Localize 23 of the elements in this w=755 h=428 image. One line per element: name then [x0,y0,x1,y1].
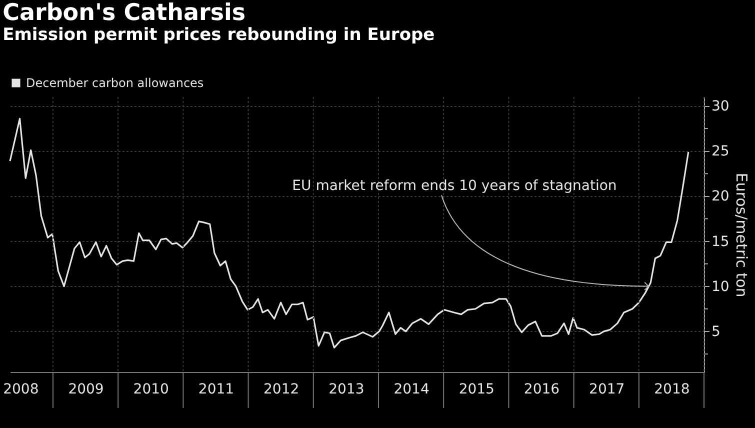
annotation: EU market reform ends 10 years of stagnation [292,178,617,194]
x-tick-label: 2008 [3,382,39,398]
chart-subtitle: Emission permit prices rebounding in Europe [2,25,435,45]
x-tick-label: 2011 [198,382,234,398]
x-tick-label: 2010 [133,382,169,398]
y-tick-label: 10 [712,278,730,295]
y-tick-label: 25 [712,144,730,160]
x-tick-label: 2012 [264,382,300,398]
x-tick-label: 2015 [458,382,494,398]
x-tick-label: 2013 [328,382,364,398]
x-tick-label: 2018 [654,382,690,398]
y-tick-label: 20 [712,188,730,205]
x-tick-label: 2014 [394,382,430,398]
legend-label: December carbon allowances [26,76,204,90]
x-tick-label: 2016 [524,382,560,398]
chart-title: Carbon's Catharsis [2,0,246,26]
y-tick-label: 30 [712,98,730,115]
line-series [9,118,690,348]
y-tick-label: 5 [712,324,720,340]
y-axis-title: Euros/metric ton [732,172,750,298]
x-tick-label: 2017 [589,382,625,398]
y-tick-label: 15 [712,234,730,250]
x-tick-label: 2009 [68,382,104,398]
